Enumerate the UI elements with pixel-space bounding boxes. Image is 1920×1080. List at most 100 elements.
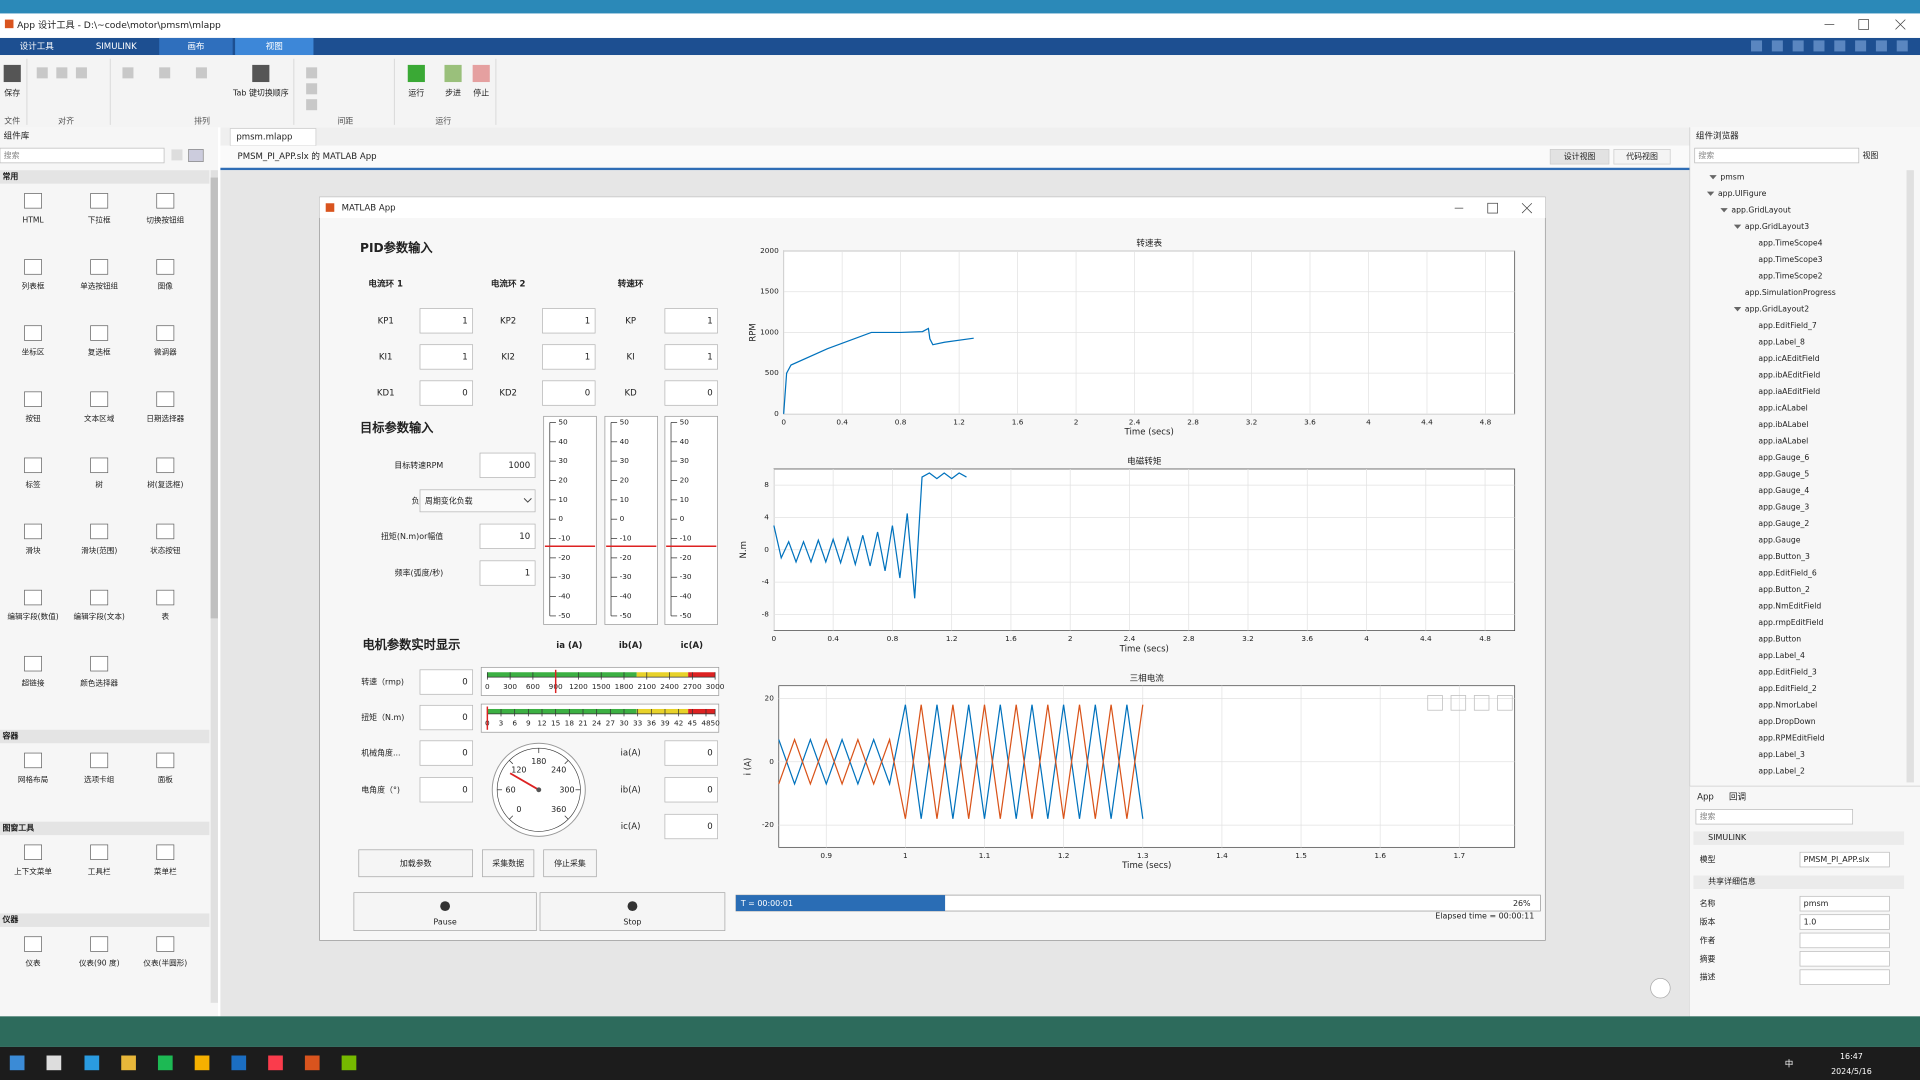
inspector-tab[interactable]: 回调 — [1729, 792, 1746, 803]
component-label[interactable]: 按钮 — [25, 413, 41, 423]
component-label[interactable]: 菜单栏 — [154, 866, 177, 876]
property-field[interactable] — [1799, 914, 1890, 930]
search-box[interactable] — [1695, 809, 1854, 825]
tree-item[interactable]: app.GridLayout — [1731, 206, 1790, 215]
edit-field[interactable] — [664, 344, 718, 370]
ribbon-tab[interactable]: 画布 — [187, 40, 205, 52]
button[interactable] — [358, 849, 474, 878]
control-button[interactable] — [539, 892, 726, 931]
component-icon[interactable] — [156, 259, 175, 275]
edit-field[interactable] — [479, 560, 536, 586]
view-button-label[interactable]: 设计视图 — [1564, 151, 1596, 161]
property-field[interactable] — [1799, 951, 1890, 967]
component-icon[interactable] — [24, 457, 42, 474]
tree-item[interactable]: app.NmEditField — [1758, 601, 1821, 610]
button-label[interactable]: 加载参数 — [400, 858, 432, 868]
component-label[interactable]: 编辑字段(文本) — [73, 611, 124, 621]
taskbar-icon[interactable] — [231, 1055, 247, 1071]
edit-field[interactable] — [664, 777, 718, 803]
edit-field[interactable] — [419, 344, 474, 370]
component-label[interactable]: 标签 — [25, 479, 41, 489]
view-button-label[interactable]: 代码视图 — [1626, 151, 1658, 161]
component-icon[interactable] — [24, 936, 42, 952]
inspector-tab[interactable]: App — [1697, 793, 1714, 803]
component-label[interactable]: 微调器 — [154, 347, 177, 357]
ribbon-button[interactable]: 停止 — [473, 88, 489, 98]
tree-item[interactable]: app.ibALabel — [1758, 420, 1808, 429]
edit-field[interactable] — [664, 813, 718, 840]
tree-item[interactable]: app.TimeScope3 — [1758, 255, 1822, 264]
tree-item[interactable]: app.Label_2 — [1758, 766, 1805, 775]
tree-item[interactable]: app.ibAEditField — [1758, 370, 1820, 379]
tree-item[interactable]: app.Button — [1758, 634, 1801, 643]
edit-field[interactable] — [419, 740, 474, 766]
edit-field[interactable] — [419, 704, 474, 731]
taskbar-icon[interactable] — [268, 1055, 283, 1071]
component-label[interactable]: 仪表 — [25, 958, 41, 968]
component-icon[interactable] — [156, 457, 175, 474]
component-icon[interactable] — [24, 655, 42, 672]
edit-field[interactable] — [479, 452, 536, 478]
component-icon[interactable] — [90, 259, 109, 275]
component-label[interactable]: 选项卡组 — [84, 774, 115, 784]
taskbar-icon[interactable] — [46, 1055, 62, 1071]
tree-item[interactable]: app.NmorLabel — [1758, 700, 1817, 709]
component-icon[interactable] — [156, 523, 175, 540]
tree-item[interactable]: app.RPMEditField — [1758, 733, 1824, 742]
ribbon-tab[interactable]: 视图 — [266, 40, 283, 52]
edit-field[interactable] — [664, 308, 718, 334]
component-label[interactable]: 文本区域 — [84, 413, 115, 423]
taskbar-icon[interactable] — [121, 1055, 136, 1071]
search-box[interactable] — [0, 147, 165, 164]
component-icon[interactable] — [90, 752, 109, 769]
component-icon[interactable] — [90, 193, 109, 209]
edit-field[interactable] — [542, 380, 596, 406]
search-box[interactable] — [1694, 147, 1860, 164]
component-label[interactable]: 仪表(半圆形) — [143, 958, 187, 968]
edit-field[interactable] — [542, 344, 596, 370]
tree-item[interactable]: app.Button_2 — [1758, 585, 1810, 594]
component-label[interactable]: 滑块 — [25, 545, 41, 555]
component-icon[interactable] — [24, 589, 42, 606]
component-icon[interactable] — [90, 391, 109, 407]
tree-item[interactable]: app.EditField_7 — [1758, 321, 1816, 330]
component-icon[interactable] — [156, 391, 175, 407]
component-icon[interactable] — [156, 936, 175, 952]
component-icon[interactable] — [90, 844, 109, 860]
tree-item[interactable]: app.Gauge_2 — [1758, 519, 1809, 528]
edit-field[interactable] — [419, 777, 474, 803]
tree-item[interactable]: app.TimeScope4 — [1758, 239, 1822, 248]
ribbon-button[interactable]: 运行 — [408, 88, 424, 98]
component-label[interactable]: 下拉框 — [88, 214, 111, 224]
button[interactable] — [543, 849, 597, 878]
component-icon[interactable] — [24, 325, 42, 341]
component-icon[interactable] — [24, 193, 42, 209]
component-icon[interactable] — [90, 936, 109, 952]
property-field[interactable] — [1799, 969, 1890, 985]
document-tab[interactable] — [229, 128, 317, 147]
component-label[interactable]: HTML — [23, 215, 45, 224]
component-icon[interactable] — [156, 325, 175, 341]
component-icon[interactable] — [156, 589, 175, 606]
control-button[interactable] — [353, 892, 537, 931]
plot-toolbar-button[interactable] — [1473, 695, 1490, 711]
tree-item[interactable]: app.Label_3 — [1758, 750, 1805, 759]
component-label[interactable]: 网格布局 — [18, 774, 48, 784]
component-icon[interactable] — [90, 655, 109, 672]
component-icon[interactable] — [24, 844, 42, 860]
component-icon[interactable] — [90, 589, 109, 606]
taskbar-icon[interactable] — [194, 1055, 210, 1071]
property-field[interactable] — [1799, 932, 1890, 949]
tree-item[interactable]: app.Gauge_6 — [1758, 453, 1809, 462]
component-icon[interactable] — [24, 259, 42, 275]
tree-item[interactable]: app.Gauge_4 — [1758, 486, 1809, 495]
ribbon-button[interactable]: 保存 — [4, 88, 20, 98]
button[interactable] — [482, 849, 535, 878]
plot-toolbar-button[interactable] — [1450, 695, 1467, 711]
tree-item[interactable]: app.Gauge_3 — [1758, 502, 1809, 511]
button-label[interactable]: 采集数据 — [492, 858, 524, 868]
ribbon-tab[interactable]: 设计工具 — [20, 40, 55, 52]
edit-field[interactable] — [419, 308, 474, 334]
control-label[interactable]: Stop — [623, 918, 641, 927]
component-icon[interactable] — [156, 844, 175, 860]
